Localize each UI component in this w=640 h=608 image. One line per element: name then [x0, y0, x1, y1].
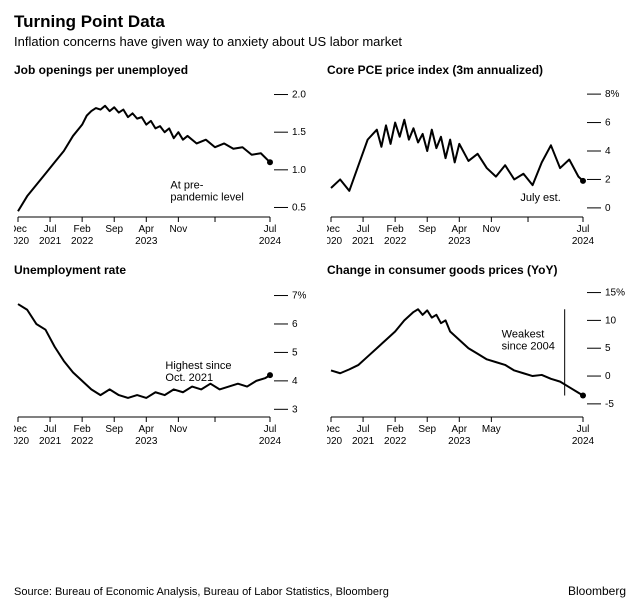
svg-text:2020: 2020	[327, 436, 343, 447]
svg-text:-5: -5	[605, 399, 614, 410]
svg-text:Jul: Jul	[264, 224, 277, 235]
svg-text:Jul: Jul	[577, 424, 590, 435]
panel-core-pce: Core PCE price index (3m annualized) 0 2 4…	[327, 63, 626, 253]
svg-text:2021: 2021	[352, 436, 375, 447]
panel-title: Unemployment rate	[14, 263, 313, 277]
svg-text:Highest since: Highest since	[165, 360, 231, 372]
svg-text:2021: 2021	[39, 436, 62, 447]
svg-text:2020: 2020	[14, 436, 30, 447]
svg-text:Nov: Nov	[169, 424, 187, 435]
svg-text:Nov: Nov	[482, 224, 500, 235]
chart-svg: 34567%Dec2020Jul2021Feb2022SepApr2023Nov…	[14, 283, 312, 453]
svg-text:2024: 2024	[259, 236, 282, 247]
chart-svg: 0.51.01.52.0Dec2020Jul2021Feb2022SepApr2…	[14, 83, 312, 253]
panel-goods-prices: Change in consumer goods prices (YoY) -5…	[327, 263, 626, 453]
svg-text:2020: 2020	[14, 236, 30, 247]
svg-text:2022: 2022	[71, 436, 94, 447]
svg-text:since 2004: since 2004	[502, 341, 555, 353]
svg-text:0: 0	[605, 203, 611, 214]
svg-text:Jul: Jul	[577, 224, 590, 235]
svg-text:Sep: Sep	[418, 424, 436, 435]
svg-text:Sep: Sep	[105, 224, 123, 235]
svg-text:Sep: Sep	[105, 424, 123, 435]
svg-text:5: 5	[292, 347, 298, 358]
svg-text:Apr: Apr	[452, 224, 468, 235]
svg-text:2022: 2022	[384, 236, 407, 247]
svg-text:July est.: July est.	[520, 192, 560, 204]
panel-job-openings: Job openings per unemployed 0.5 1.0 1.5 2.0…	[14, 63, 313, 253]
svg-text:10: 10	[605, 315, 617, 326]
svg-text:7%: 7%	[292, 291, 307, 302]
svg-text:2: 2	[605, 174, 611, 185]
figure-footer: Source: Bureau of Economic Analysis, Bur…	[14, 584, 626, 598]
svg-text:6: 6	[292, 319, 298, 330]
svg-text:2022: 2022	[71, 236, 94, 247]
figure-root: Turning Point Data Inflation concerns ha…	[0, 0, 640, 608]
svg-text:2024: 2024	[572, 436, 595, 447]
svg-text:4: 4	[292, 376, 298, 387]
svg-text:Jul: Jul	[357, 424, 370, 435]
svg-text:2.0: 2.0	[292, 90, 306, 101]
figure-title: Turning Point Data	[14, 12, 626, 32]
svg-text:Apr: Apr	[139, 224, 155, 235]
svg-text:Dec: Dec	[327, 424, 340, 435]
svg-text:8%: 8%	[605, 89, 620, 100]
panel-title: Core PCE price index (3m annualized)	[327, 63, 626, 77]
svg-text:1.0: 1.0	[292, 165, 306, 176]
chart-wrap: 02468%Dec2020Jul2021Feb2022SepApr2023Nov…	[327, 83, 626, 253]
chart-wrap: 0.51.01.52.0Dec2020Jul2021Feb2022SepApr2…	[14, 83, 313, 253]
svg-text:Dec: Dec	[14, 224, 27, 235]
svg-text:Jul: Jul	[44, 224, 57, 235]
panel-title: Change in consumer goods prices (YoY)	[327, 263, 626, 277]
svg-text:Dec: Dec	[327, 224, 340, 235]
svg-text:2024: 2024	[572, 236, 595, 247]
svg-text:Weakest: Weakest	[502, 329, 545, 341]
svg-text:2022: 2022	[384, 436, 407, 447]
svg-text:Dec: Dec	[14, 424, 27, 435]
svg-text:Feb: Feb	[74, 424, 92, 435]
svg-text:Apr: Apr	[139, 424, 155, 435]
svg-text:2023: 2023	[135, 436, 158, 447]
chart-svg: -5051015%Dec2020Jul2021Feb2022SepApr2023…	[327, 283, 625, 453]
svg-text:2021: 2021	[352, 236, 375, 247]
svg-text:Jul: Jul	[357, 224, 370, 235]
svg-text:2023: 2023	[135, 236, 158, 247]
panel-grid: Job openings per unemployed 0.5 1.0 1.5 2.0…	[14, 63, 626, 453]
svg-text:Jul: Jul	[44, 424, 57, 435]
svg-text:Apr: Apr	[452, 424, 468, 435]
svg-text:pandemic level: pandemic level	[170, 191, 243, 203]
panel-unemployment: Unemployment rate 34567%Dec2020Jul2021Fe…	[14, 263, 313, 453]
chart-svg: 02468%Dec2020Jul2021Feb2022SepApr2023Nov…	[327, 83, 625, 253]
svg-text:Feb: Feb	[387, 224, 405, 235]
brand-text: Bloomberg	[568, 584, 626, 598]
svg-text:Sep: Sep	[418, 224, 436, 235]
svg-text:May: May	[482, 424, 501, 435]
svg-text:2023: 2023	[448, 436, 471, 447]
svg-text:2021: 2021	[39, 236, 62, 247]
chart-wrap: 34567%Dec2020Jul2021Feb2022SepApr2023Nov…	[14, 283, 313, 453]
svg-text:2020: 2020	[327, 236, 343, 247]
chart-wrap: -5051015%Dec2020Jul2021Feb2022SepApr2023…	[327, 283, 626, 453]
svg-text:4: 4	[605, 146, 611, 157]
svg-text:0: 0	[605, 371, 611, 382]
svg-text:5: 5	[605, 343, 611, 354]
svg-text:1.5: 1.5	[292, 127, 306, 138]
svg-text:Nov: Nov	[169, 224, 187, 235]
svg-text:2023: 2023	[448, 236, 471, 247]
svg-text:15%: 15%	[605, 288, 625, 299]
svg-text:6: 6	[605, 118, 611, 129]
source-text: Source: Bureau of Economic Analysis, Bur…	[14, 586, 389, 598]
svg-text:Jul: Jul	[264, 424, 277, 435]
panel-title: Job openings per unemployed	[14, 63, 313, 77]
svg-text:Oct. 2021: Oct. 2021	[165, 372, 213, 384]
svg-text:At pre-: At pre-	[170, 179, 203, 191]
svg-text:2024: 2024	[259, 436, 282, 447]
figure-subtitle: Inflation concerns have given way to anx…	[14, 34, 626, 49]
svg-text:0.5: 0.5	[292, 202, 306, 213]
svg-text:Feb: Feb	[387, 424, 405, 435]
svg-text:Feb: Feb	[74, 224, 92, 235]
svg-text:3: 3	[292, 404, 298, 415]
